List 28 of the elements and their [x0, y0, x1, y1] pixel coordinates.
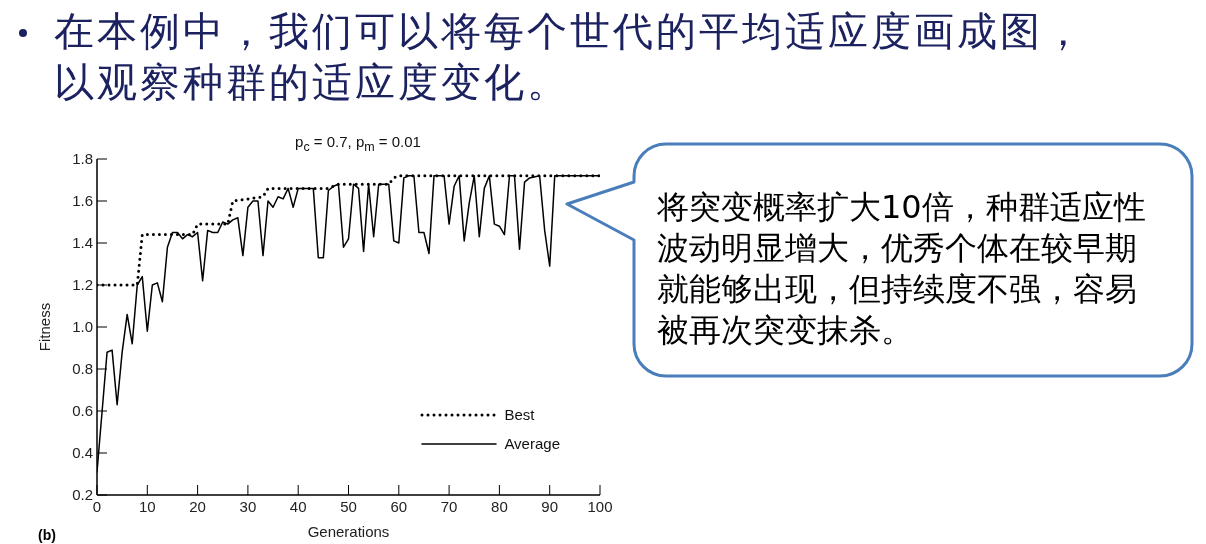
x-tick-label: 50 [340, 497, 357, 515]
y-tick-label: 0.4 [72, 444, 93, 462]
text: 在本例中，我们可以将每个世代的平均适应度画成图，以观察种群的适应度变化。 [54, 7, 1087, 107]
y-tick-label: 0.6 [72, 402, 93, 420]
legend-label: Best [504, 406, 535, 423]
y-tick-label: 1.8 [72, 150, 93, 168]
x-tick-label: 40 [289, 497, 307, 515]
x-tick-label: 80 [491, 497, 508, 515]
x-tick-label: 0 [92, 497, 102, 515]
x-axis-title: Generations [307, 523, 390, 540]
y-tick-label: 1.6 [72, 192, 93, 210]
chart-title: p$_{c}$ = 0.7, p$_{m}$ = 0.01 [294, 133, 422, 154]
x-tick-label: 30 [239, 497, 257, 515]
x-tick-label: 20 [189, 497, 206, 515]
y-tick-label: 1.0 [72, 318, 93, 336]
x-tick-label: 10 [138, 497, 156, 515]
legend-label: Average [504, 435, 560, 452]
y-tick-label: 0.2 [72, 486, 93, 504]
x-tick-label: 60 [390, 497, 408, 515]
text: 将突变概率扩大10倍，种群适应性波动明显增大，优秀个体在较早期就能够出现，但持续度不强，容易被再次突变抹杀。 [657, 187, 1147, 351]
y-axis-title: Fitness [36, 302, 54, 352]
text: (b) [38, 527, 56, 543]
y-tick-label: 1.2 [72, 276, 93, 294]
x-tick-label: 90 [541, 497, 559, 515]
x-tick-label: 100 [587, 497, 613, 515]
y-tick-label: 0.8 [72, 360, 93, 378]
y-tick-label: 1.4 [72, 234, 93, 252]
x-tick-label: 70 [440, 497, 458, 515]
